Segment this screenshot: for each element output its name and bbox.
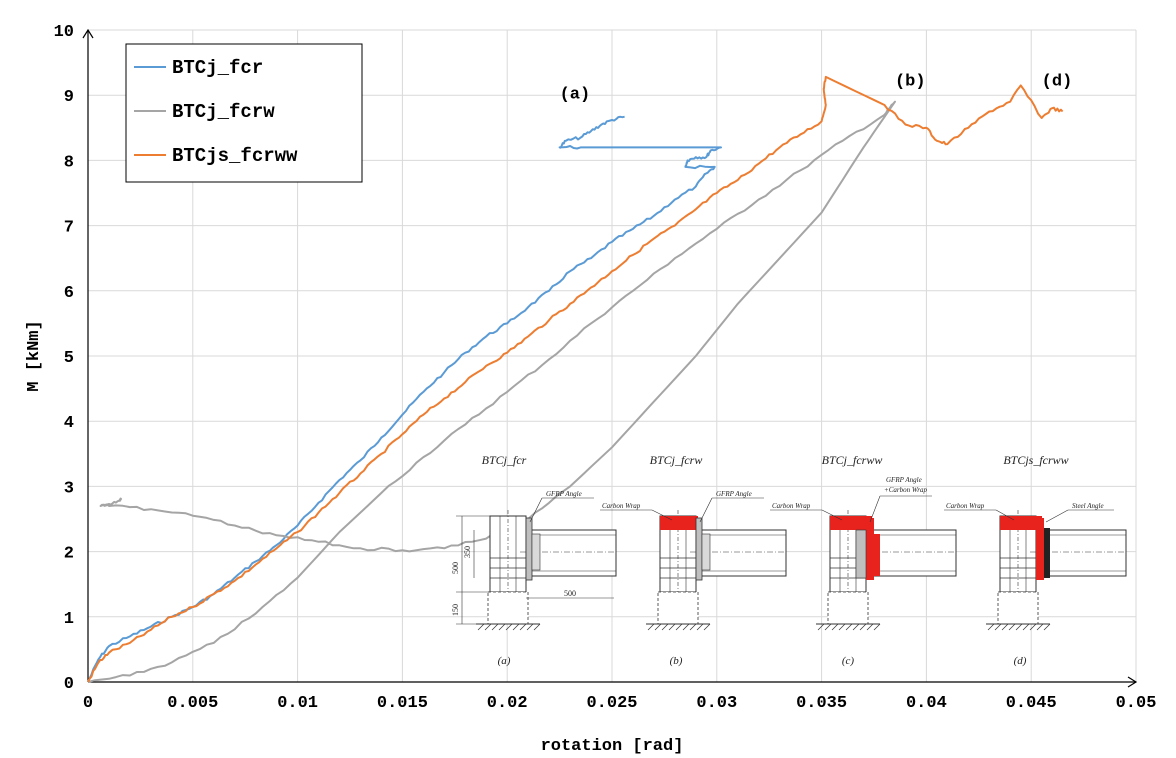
x-tick-label: 0.025 (586, 694, 637, 713)
x-tick-label: 0.04 (906, 694, 947, 713)
inset-panel (646, 510, 787, 631)
x-tick-label: 0.045 (1006, 694, 1057, 713)
series-line-BTCjs_fcrww (87, 75, 1064, 683)
callout-carbon-wrap: Carbon Wrap (772, 502, 811, 510)
legend-entry: BTCj_fcr (172, 57, 263, 79)
legend-entry: BTCjs_fcrww (172, 145, 298, 167)
callout-carbon-wrap: Carbon Wrap (602, 502, 641, 510)
callout-carbon-wrap: Carbon Wrap (946, 502, 985, 510)
inset-panel-title: BTCj_fcrww (822, 453, 883, 467)
callout-carbon-wrap-combo: +Carbon Wrap (884, 486, 928, 494)
legend-entry: BTCj_fcrw (172, 101, 275, 123)
x-tick-label: 0.005 (167, 694, 218, 713)
y-axis-title: M [kNm] (25, 320, 44, 391)
inset-panel-caption: (b) (670, 655, 683, 667)
y-tick-label: 2 (64, 545, 74, 564)
series-line-BTCj_fcr (87, 115, 722, 683)
axes (82, 28, 1138, 688)
x-tick-label: 0.05 (1116, 694, 1157, 713)
x-tick-label: 0.015 (377, 694, 428, 713)
inset-panel-title: BTCjs_fcrww (1003, 453, 1068, 467)
connection-schematic-inset: BTCj_fcr BTCj_fcrw BTCj_fcrww BTCjs_fcrww (a… (451, 453, 1127, 667)
callout-gfrp-angle: GFRP Angle (546, 490, 582, 498)
annotation-label: (a) (560, 85, 591, 104)
inset-panel (816, 510, 957, 631)
inset-panel-title: BTCj_fcrw (650, 453, 703, 467)
annotation-label: (b) (895, 72, 926, 91)
x-tick-label: 0.01 (277, 694, 318, 713)
y-tick-label: 4 (64, 414, 74, 433)
annotations: (a) (b) (d) (560, 72, 1073, 104)
dimension-label: 500 (564, 589, 576, 598)
y-tick-label: 8 (64, 153, 74, 172)
inset-panel-caption: (a) (498, 655, 511, 667)
y-tick-label: 0 (64, 675, 74, 694)
y-tick-label: 10 (54, 23, 74, 42)
x-tick-label: 0 (83, 694, 93, 713)
inset-panel-title: BTCj_fcr (482, 453, 527, 467)
tick-labels: 0 0.005 0.01 0.015 0.02 0.025 0.03 0.035 0.04 0.0… (54, 23, 1157, 713)
callout-gfrp-angle: GFRP Angle (716, 490, 752, 498)
legend: BTCj_fcr BTCj_fcrw BTCjs_fcrww (125, 43, 363, 183)
x-tick-label: 0.02 (487, 694, 528, 713)
inset-panel (476, 510, 617, 631)
inset-panel-caption: (d) (1014, 655, 1027, 667)
dimension-label: 150 (451, 604, 460, 616)
y-tick-label: 6 (64, 284, 74, 303)
inset-panel-caption: (c) (842, 655, 855, 667)
y-tick-label: 3 (64, 479, 74, 498)
y-tick-label: 1 (64, 610, 74, 629)
callout-steel-angle: Steel Angle (1072, 502, 1104, 510)
x-axis-arrow (1127, 676, 1138, 688)
inset-panel (986, 510, 1127, 631)
y-tick-label: 5 (64, 349, 74, 368)
callout-gfrp-angle: GFRP Angle (886, 476, 922, 484)
x-tick-label: 0.035 (796, 694, 847, 713)
y-tick-label: 9 (64, 88, 74, 107)
y-tick-label: 7 (64, 219, 74, 238)
y-axis-arrow (82, 28, 94, 39)
annotation-label: (d) (1042, 72, 1073, 91)
dimension-label: 350 (463, 546, 472, 558)
x-tick-label: 0.03 (696, 694, 737, 713)
dimension-label: 500 (451, 562, 460, 574)
series-lines (87, 75, 1064, 683)
series-line-BTCj_fcrw (87, 100, 896, 683)
x-axis-title: rotation [rad] (541, 737, 684, 756)
